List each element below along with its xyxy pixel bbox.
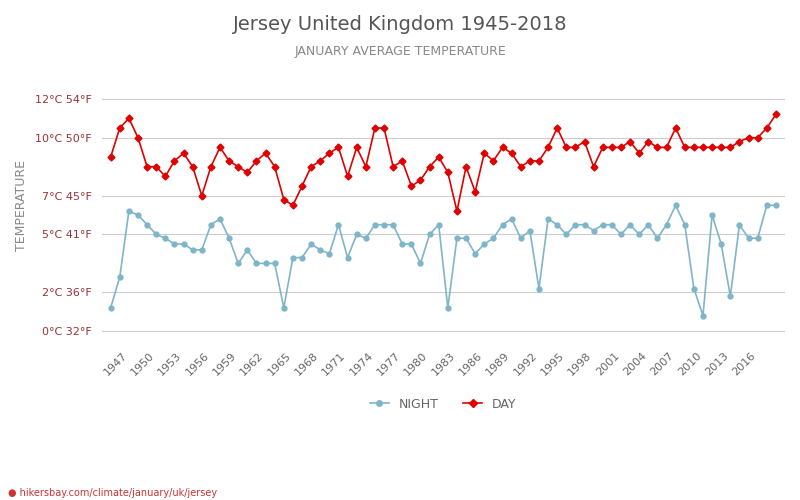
NIGHT [479, 241, 489, 247]
Text: ● hikersbay.com/climate/january/uk/jersey: ● hikersbay.com/climate/january/uk/jerse… [8, 488, 217, 498]
DAY [771, 112, 781, 117]
NIGHT [671, 202, 681, 208]
Text: Jersey United Kingdom 1945-2018: Jersey United Kingdom 1945-2018 [233, 15, 567, 34]
Y-axis label: TEMPERATURE: TEMPERATURE [15, 160, 28, 251]
DAY [489, 158, 498, 164]
Line: DAY: DAY [108, 112, 778, 214]
DAY [717, 144, 726, 150]
NIGHT [252, 260, 262, 266]
NIGHT [470, 250, 480, 256]
Text: JANUARY AVERAGE TEMPERATURE: JANUARY AVERAGE TEMPERATURE [294, 45, 506, 58]
NIGHT [106, 305, 115, 311]
DAY [242, 170, 252, 175]
DAY [325, 150, 334, 156]
DAY [479, 150, 489, 156]
NIGHT [771, 202, 781, 208]
NIGHT [242, 247, 252, 253]
DAY [252, 158, 262, 164]
Line: NIGHT: NIGHT [108, 203, 778, 318]
NIGHT [325, 250, 334, 256]
DAY [452, 208, 462, 214]
NIGHT [698, 312, 708, 318]
NIGHT [726, 294, 735, 300]
DAY [106, 154, 115, 160]
Legend: NIGHT, DAY: NIGHT, DAY [365, 392, 522, 415]
